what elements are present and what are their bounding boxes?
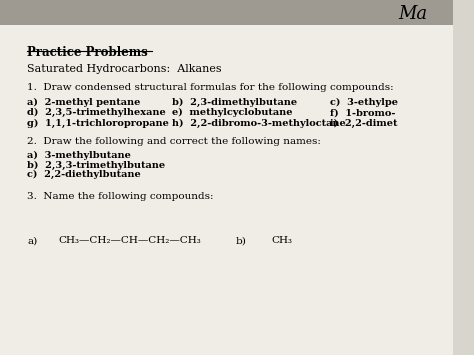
Bar (0, 0, 453, 25)
Text: CH₃—CH₂—CH—CH₂—CH₃: CH₃—CH₂—CH—CH₂—CH₃ (59, 236, 201, 245)
Text: 3.  Name the following compounds:: 3. Name the following compounds: (27, 192, 214, 201)
Text: g)  1,1,1-trichloropropane: g) 1,1,1-trichloropropane (27, 119, 169, 128)
Text: Ma: Ma (398, 5, 428, 23)
Text: i)  2,2-dimet: i) 2,2-dimet (330, 119, 398, 128)
Text: c)  2,2-diethylbutane: c) 2,2-diethylbutane (27, 170, 141, 179)
Text: a)  3-methylbutane: a) 3-methylbutane (27, 151, 131, 160)
Text: a)  2-methyl pentane: a) 2-methyl pentane (27, 98, 140, 107)
Text: Practice Problems: Practice Problems (27, 46, 148, 59)
Text: CH₃: CH₃ (272, 236, 292, 245)
Text: d)  2,3,5-trimethylhexane: d) 2,3,5-trimethylhexane (27, 108, 166, 118)
Text: b)  2,3,3-trimethylbutane: b) 2,3,3-trimethylbutane (27, 160, 165, 170)
Text: 1.  Draw condensed structural formulas for the following compounds:: 1. Draw condensed structural formulas fo… (27, 83, 394, 92)
Text: c)  3-ethylpe: c) 3-ethylpe (330, 98, 399, 107)
Text: a): a) (27, 236, 37, 245)
Text: f)  1-bromo-: f) 1-bromo- (330, 108, 396, 117)
Text: Saturated Hydrocarbons:  Alkanes: Saturated Hydrocarbons: Alkanes (27, 64, 222, 74)
Text: 2.  Draw the following and correct the following names:: 2. Draw the following and correct the fo… (27, 137, 321, 146)
FancyBboxPatch shape (0, 0, 453, 355)
Text: b): b) (236, 236, 246, 245)
Text: h)  2,2-dibromo-3-methyloctane: h) 2,2-dibromo-3-methyloctane (172, 119, 346, 128)
Text: b)  2,3-dimethylbutane: b) 2,3-dimethylbutane (172, 98, 297, 107)
Text: e)  methylcyclobutane: e) methylcyclobutane (172, 108, 292, 118)
